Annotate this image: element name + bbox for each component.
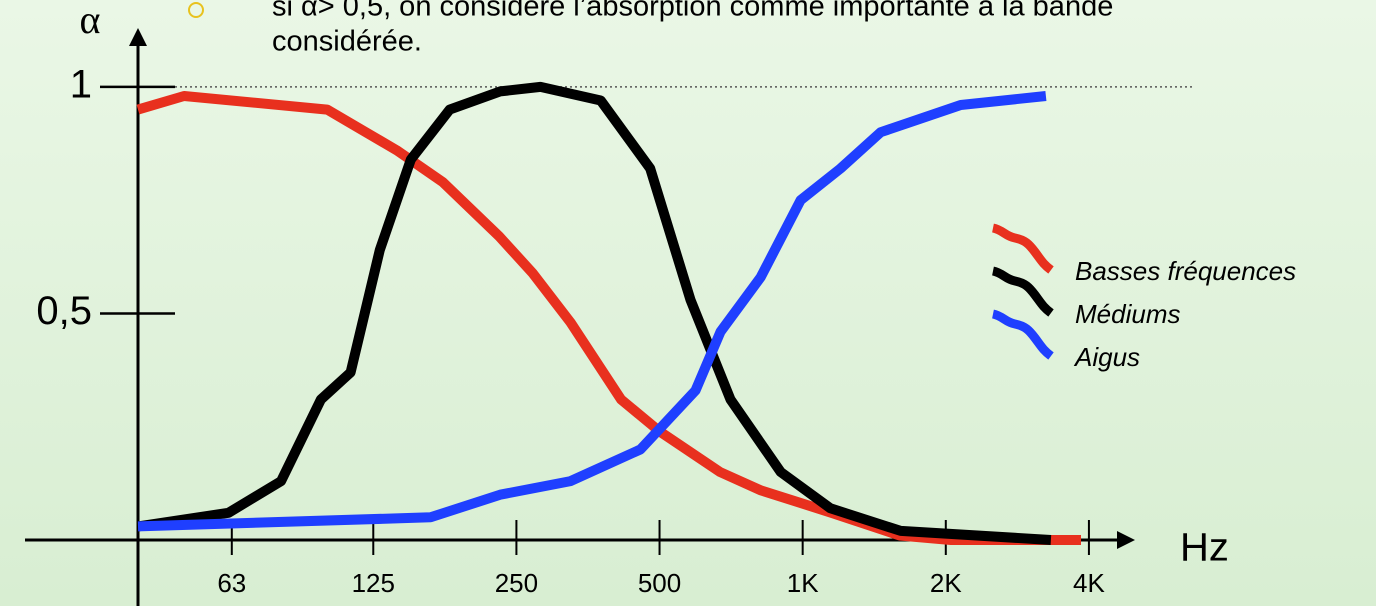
x-tick-label: 125	[352, 568, 395, 598]
legend-swatch	[991, 266, 1054, 317]
x-tick-label: 250	[495, 568, 538, 598]
x-tick-label: 4K	[1073, 568, 1105, 598]
plot: 1 0,5 63 125 250 500 1K 2K 4K Basses fréquences Mé…	[25, 28, 1296, 606]
y-axis-arrow	[129, 28, 147, 46]
text-line: considérée.	[272, 26, 422, 58]
legend-label: Basses fréquences	[1075, 256, 1296, 286]
x-axis-label: Hz	[1180, 526, 1229, 570]
x-tick-label: 63	[217, 568, 246, 598]
legend-swatch	[991, 309, 1054, 360]
text-line: si α> 0,5, on considère l’absorption com…	[272, 0, 1113, 23]
x-axis-arrow	[1117, 531, 1135, 549]
series-line	[137, 81, 1052, 545]
y-tick-label: 0,5	[36, 289, 92, 333]
y-axis-label: α	[80, 0, 101, 42]
x-tick-label: 1K	[787, 568, 819, 598]
legend-label: Médiums	[1075, 299, 1180, 329]
bullet	[188, 2, 204, 18]
series-line	[137, 91, 1047, 532]
x-tick-label: 2K	[930, 568, 962, 598]
y-tick-label: 1	[70, 62, 92, 106]
legend-swatch	[991, 223, 1054, 274]
x-tick-label: 500	[638, 568, 681, 598]
legend-label: Aigus	[1073, 342, 1140, 372]
